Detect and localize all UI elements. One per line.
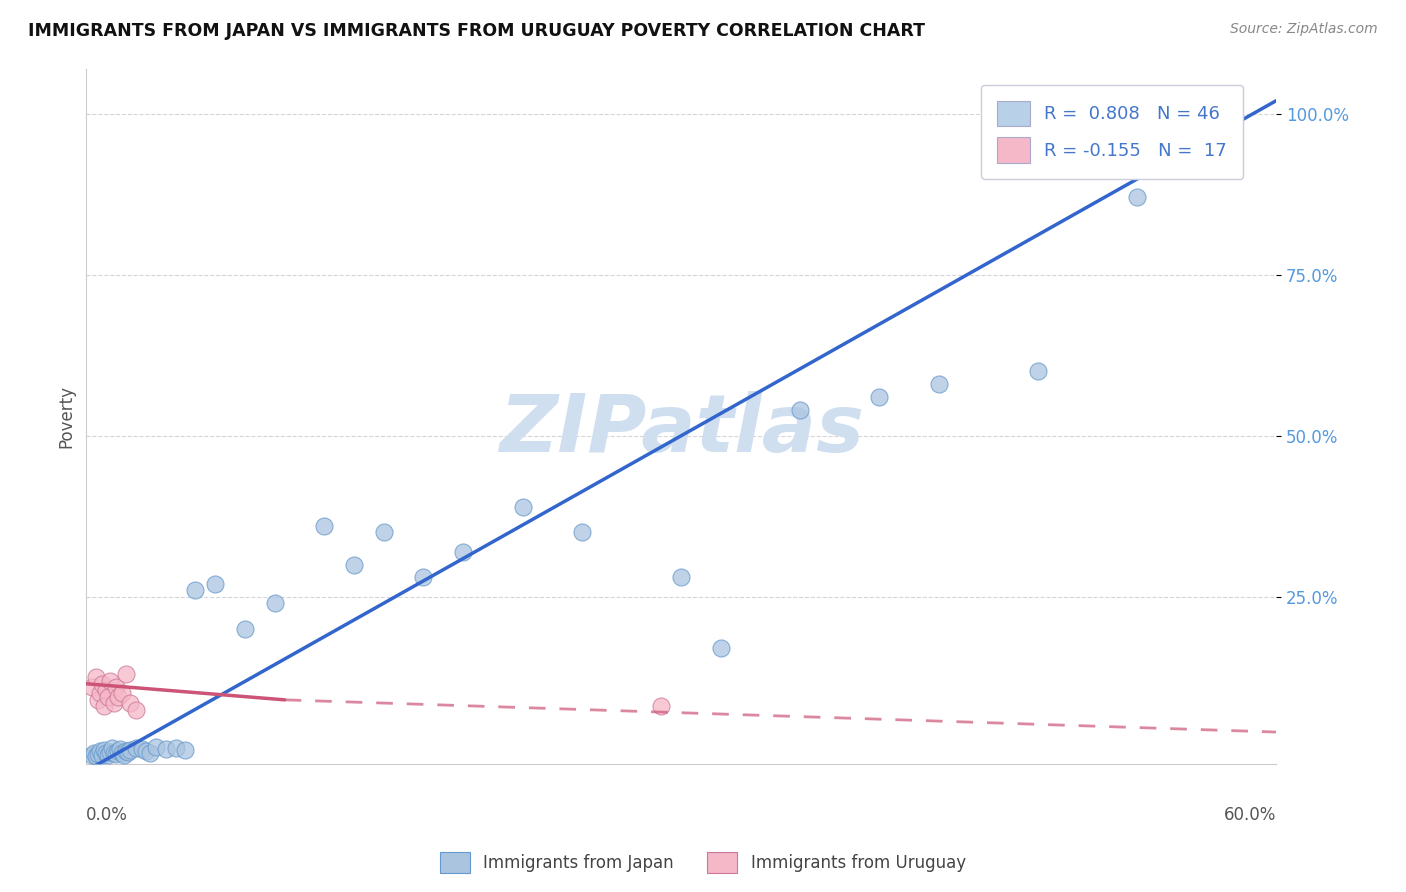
Point — [87, 693, 110, 707]
Point — [789, 403, 811, 417]
Point — [84, 670, 107, 684]
Point — [869, 390, 891, 404]
Point — [91, 677, 114, 691]
Text: Source: ZipAtlas.com: Source: ZipAtlas.com — [1230, 22, 1378, 37]
Point — [650, 699, 672, 714]
Point — [174, 743, 197, 757]
Legend: Immigrants from Japan, Immigrants from Uruguay: Immigrants from Japan, Immigrants from U… — [433, 846, 973, 880]
Point — [103, 746, 125, 760]
Point — [263, 596, 285, 610]
Point — [204, 577, 226, 591]
Point — [118, 696, 141, 710]
Point — [118, 743, 141, 757]
Point — [84, 748, 107, 763]
Point — [928, 377, 950, 392]
Point — [82, 747, 104, 762]
Legend: R =  0.808   N = 46, R = -0.155   N =  17: R = 0.808 N = 46, R = -0.155 N = 17 — [981, 85, 1243, 179]
Text: ZIPatlas: ZIPatlas — [499, 392, 863, 469]
Point — [89, 686, 111, 700]
Point — [314, 519, 336, 533]
Point — [125, 702, 148, 716]
Point — [115, 667, 138, 681]
Text: 60.0%: 60.0% — [1223, 806, 1277, 824]
Point — [111, 747, 134, 761]
Point — [512, 500, 534, 514]
Point — [125, 740, 148, 755]
Point — [98, 673, 121, 688]
Point — [105, 680, 128, 694]
Point — [111, 686, 134, 700]
Point — [139, 746, 162, 760]
Point — [155, 742, 177, 756]
Point — [117, 745, 139, 759]
Point — [93, 743, 115, 757]
Point — [103, 696, 125, 710]
Point — [571, 525, 593, 540]
Point — [451, 544, 474, 558]
Point — [412, 570, 434, 584]
Point — [373, 525, 395, 540]
Point — [83, 746, 105, 760]
Point — [91, 748, 114, 763]
Point — [233, 622, 256, 636]
Point — [93, 699, 115, 714]
Point — [82, 680, 104, 694]
Point — [97, 690, 120, 704]
Point — [669, 570, 692, 584]
Point — [97, 747, 120, 762]
Point — [184, 583, 207, 598]
Point — [98, 745, 121, 759]
Point — [710, 641, 733, 656]
Point — [108, 742, 131, 756]
Point — [101, 741, 124, 756]
Point — [165, 740, 187, 755]
Point — [112, 748, 135, 763]
Point — [1026, 364, 1049, 378]
Y-axis label: Poverty: Poverty — [58, 384, 75, 448]
Text: 0.0%: 0.0% — [86, 806, 128, 824]
Point — [343, 558, 366, 572]
Point — [1126, 190, 1149, 204]
Point — [145, 739, 167, 754]
Text: IMMIGRANTS FROM JAPAN VS IMMIGRANTS FROM URUGUAY POVERTY CORRELATION CHART: IMMIGRANTS FROM JAPAN VS IMMIGRANTS FROM… — [28, 22, 925, 40]
Point — [131, 741, 153, 756]
Point — [94, 747, 117, 761]
Point — [135, 744, 157, 758]
Point — [107, 744, 129, 758]
Point — [105, 747, 128, 761]
Point — [89, 744, 111, 758]
Point — [107, 690, 129, 704]
Point — [87, 747, 110, 761]
Point — [115, 744, 138, 758]
Point — [94, 683, 117, 698]
